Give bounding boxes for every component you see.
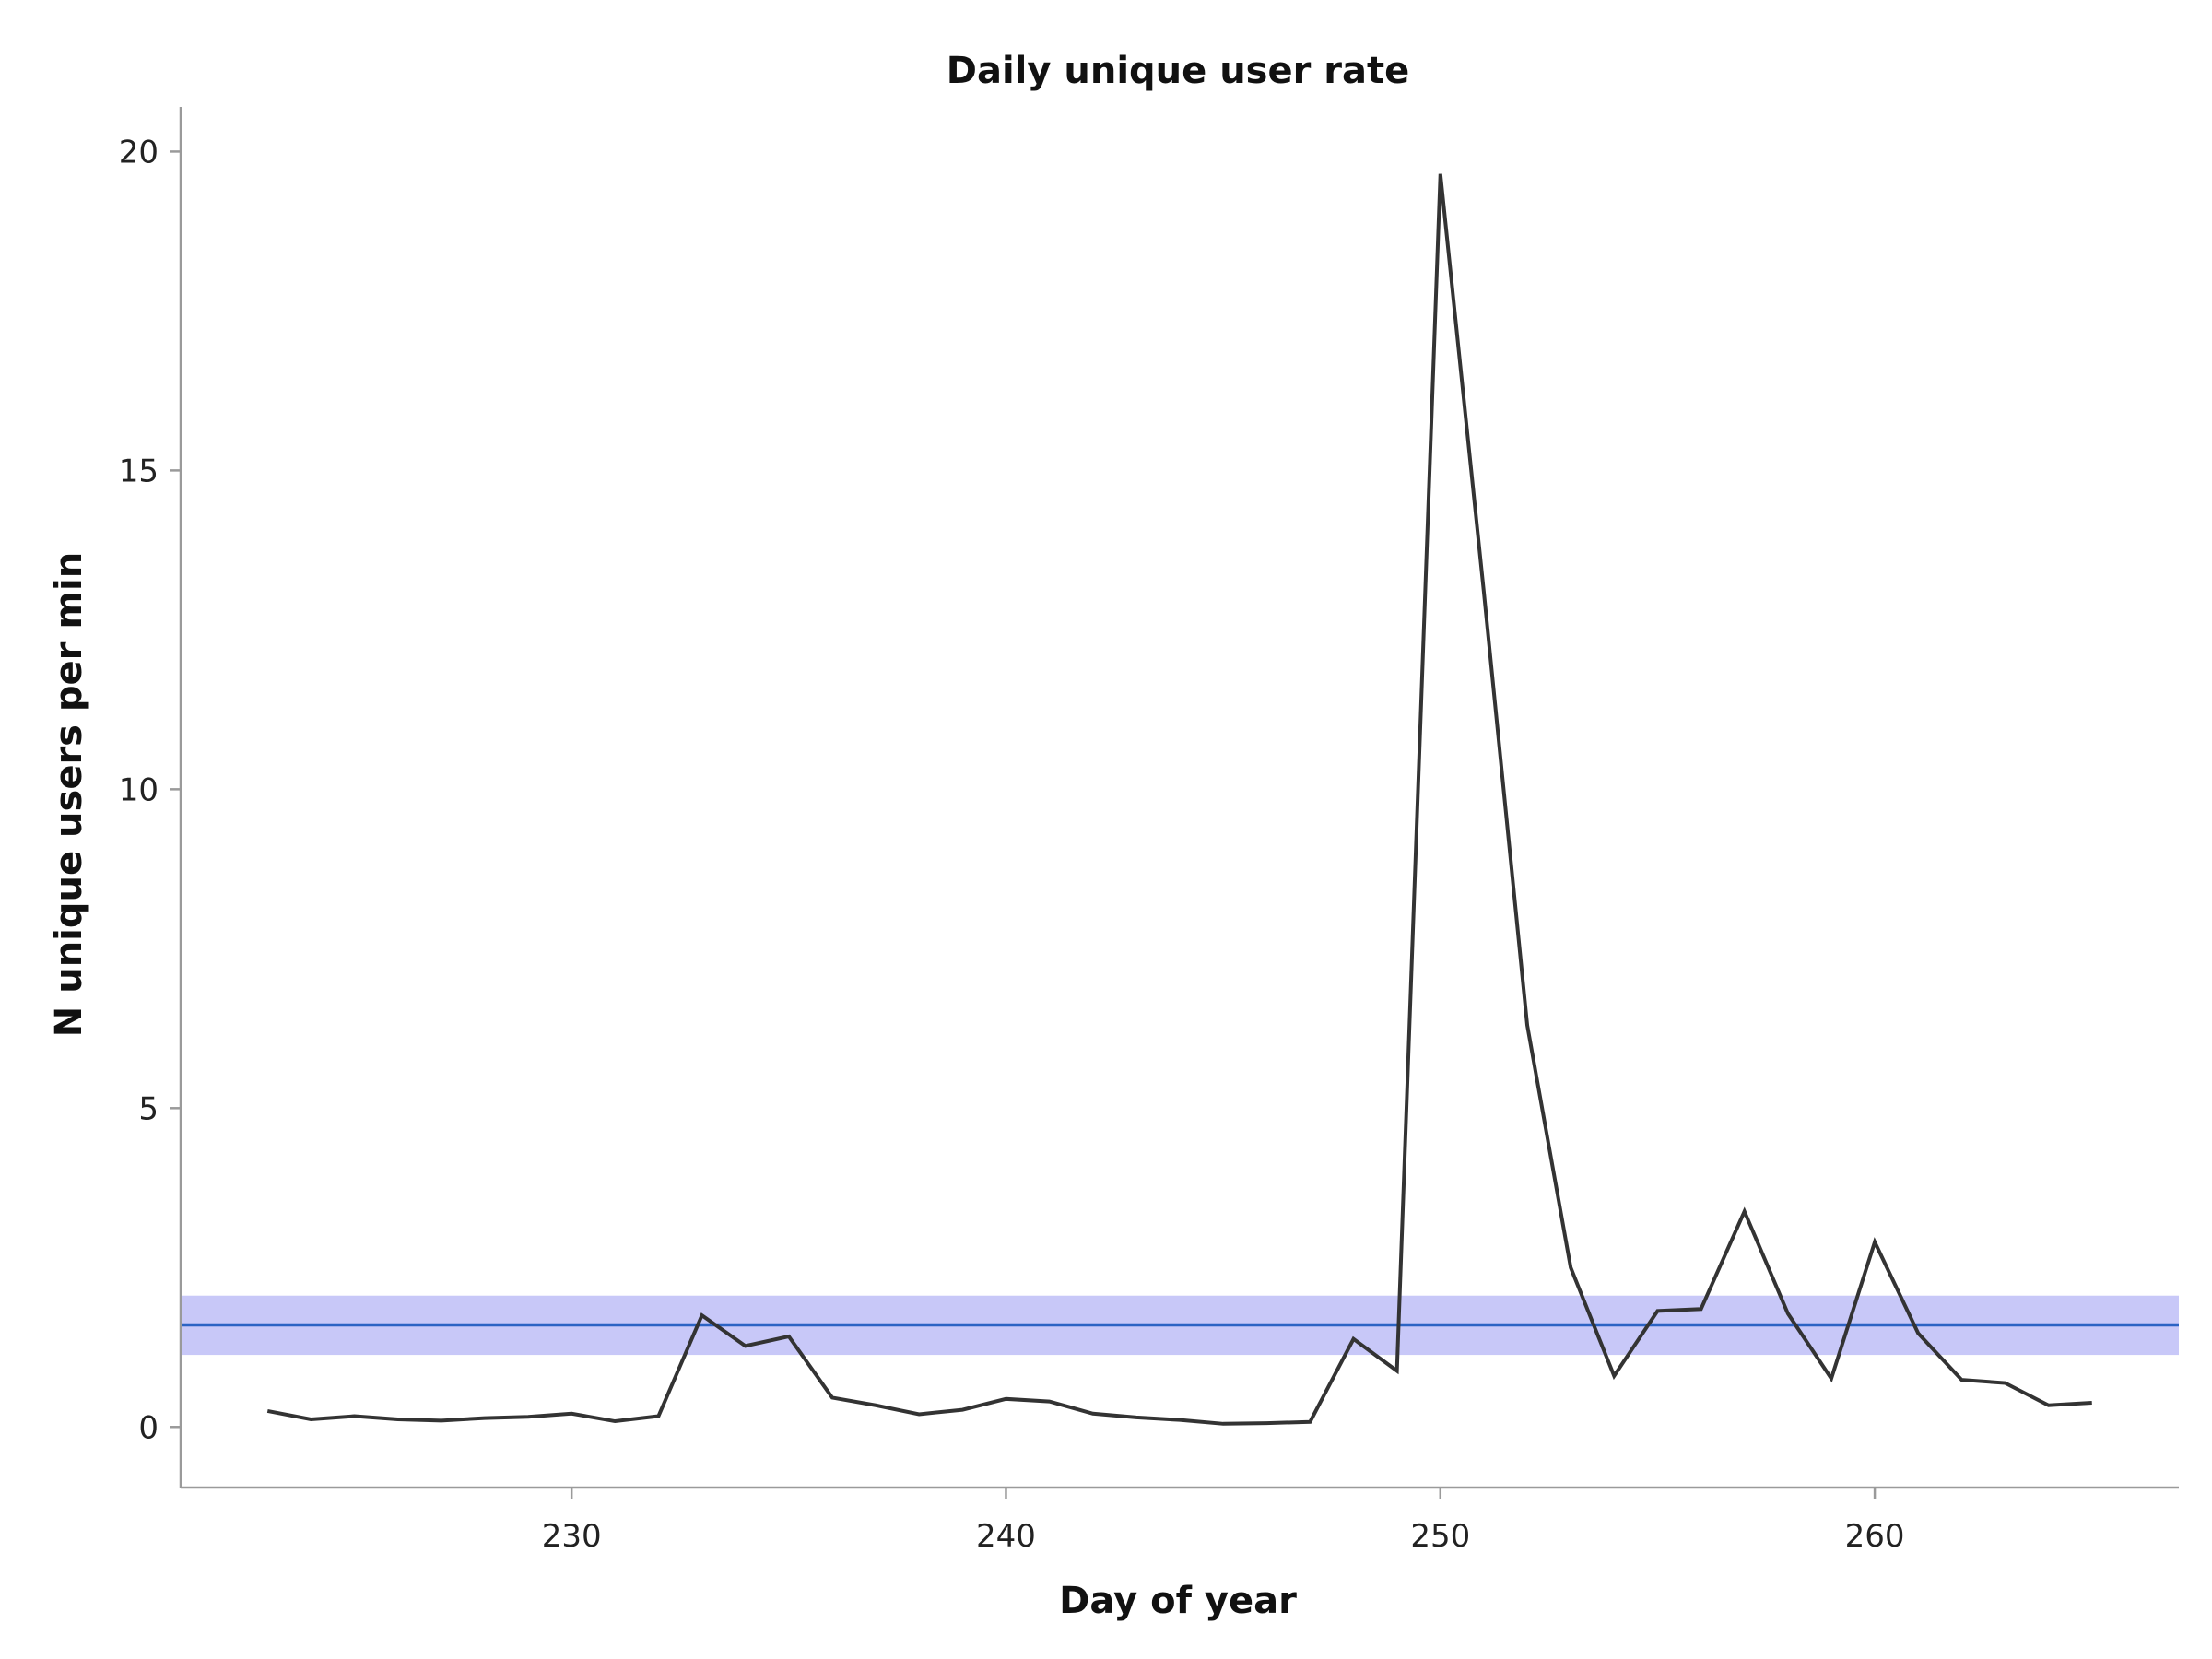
y-tick-label-20: 20 (119, 134, 159, 171)
series-line-0 (266, 173, 2092, 1426)
y-tick-label-0: 0 (138, 1409, 159, 1446)
y-tick-layer: 0 5 10 15 20 (119, 134, 181, 1446)
y-tick-label-15: 15 (119, 453, 159, 489)
series-layer (266, 173, 2092, 1426)
reference-band-layer (181, 1295, 2179, 1356)
y-axis-label: N unique users per min (48, 552, 90, 1037)
chart-title: Daily unique user rate (947, 50, 1409, 92)
x-axis-label: Day of year (1059, 1580, 1297, 1622)
x-tick-label-240: 240 (976, 1518, 1036, 1555)
axes-layer (179, 107, 2179, 1489)
x-tick-layer: 230 240 250 260 (542, 1488, 1905, 1555)
x-tick-label-260: 260 (1845, 1518, 1905, 1555)
x-tick-label-250: 250 (1410, 1518, 1470, 1555)
x-tick-label-230: 230 (542, 1518, 602, 1555)
y-tick-label-10: 10 (119, 771, 159, 808)
y-tick-label-5: 5 (138, 1090, 159, 1127)
